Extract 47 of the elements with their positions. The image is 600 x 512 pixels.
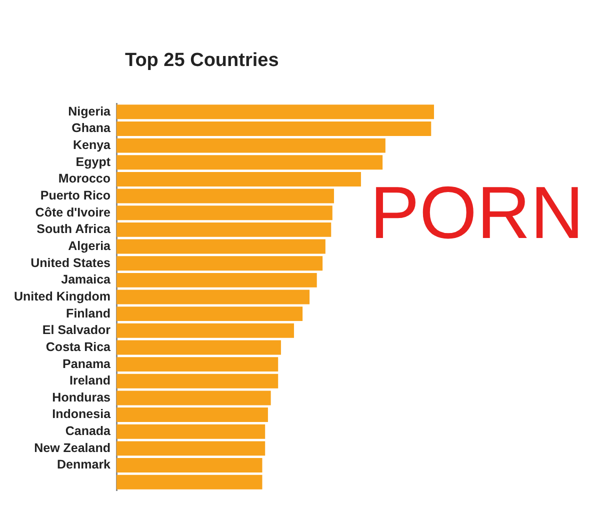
bar	[116, 222, 332, 237]
y-tick-label: Canada	[65, 424, 112, 438]
bar	[116, 138, 386, 153]
y-tick-label: Honduras	[52, 390, 111, 404]
bar	[116, 122, 432, 136]
bar	[116, 374, 278, 388]
bar	[116, 272, 317, 288]
bar	[116, 306, 303, 322]
bar	[116, 104, 434, 120]
y-tick-label: Indonesia	[52, 407, 112, 422]
y-tick-label: Panama	[62, 356, 112, 371]
y-tick-label: Ireland	[70, 374, 111, 388]
y-tick-label: Finland	[66, 306, 111, 320]
bar	[116, 290, 310, 304]
bar	[116, 323, 294, 338]
y-tick-label: Costa Rica	[46, 340, 112, 354]
y-tick-label: United Kingdom	[14, 289, 111, 304]
bar	[116, 239, 326, 254]
bar	[116, 256, 323, 271]
bar	[116, 408, 268, 422]
y-tick-label: United States	[30, 256, 111, 270]
annotation: PORN	[370, 171, 584, 254]
y-tick-label: Algeria	[68, 238, 112, 253]
y-tick-label: South Africa	[36, 222, 112, 236]
bar	[116, 172, 361, 186]
bar	[116, 441, 266, 456]
y-tick-label: Puerto Rico	[40, 188, 111, 202]
bar	[116, 474, 262, 490]
y-tick-label: Nigeria	[68, 104, 112, 118]
chart-title: Top 25 Countries	[125, 50, 279, 72]
bar	[116, 188, 334, 204]
y-tick-label: New Zealand	[34, 440, 111, 455]
bar	[116, 357, 278, 372]
bar	[116, 390, 271, 406]
y-tick-label: Jamaica	[61, 272, 112, 287]
bar	[116, 458, 262, 472]
bar	[116, 206, 332, 220]
y-tick-label: Ghana	[72, 121, 112, 136]
bar	[116, 155, 383, 170]
y-tick-label: Egypt	[76, 154, 112, 169]
y-tick-label: Kenya	[72, 138, 112, 152]
bar	[116, 424, 266, 439]
y-tick-label: Morocco	[58, 172, 111, 186]
bar	[116, 340, 281, 355]
y-tick-label: El Salvador	[42, 323, 111, 338]
y-tick-label: Denmark	[57, 458, 111, 472]
y-tick-label: Côte d'Ivoire	[35, 205, 111, 220]
